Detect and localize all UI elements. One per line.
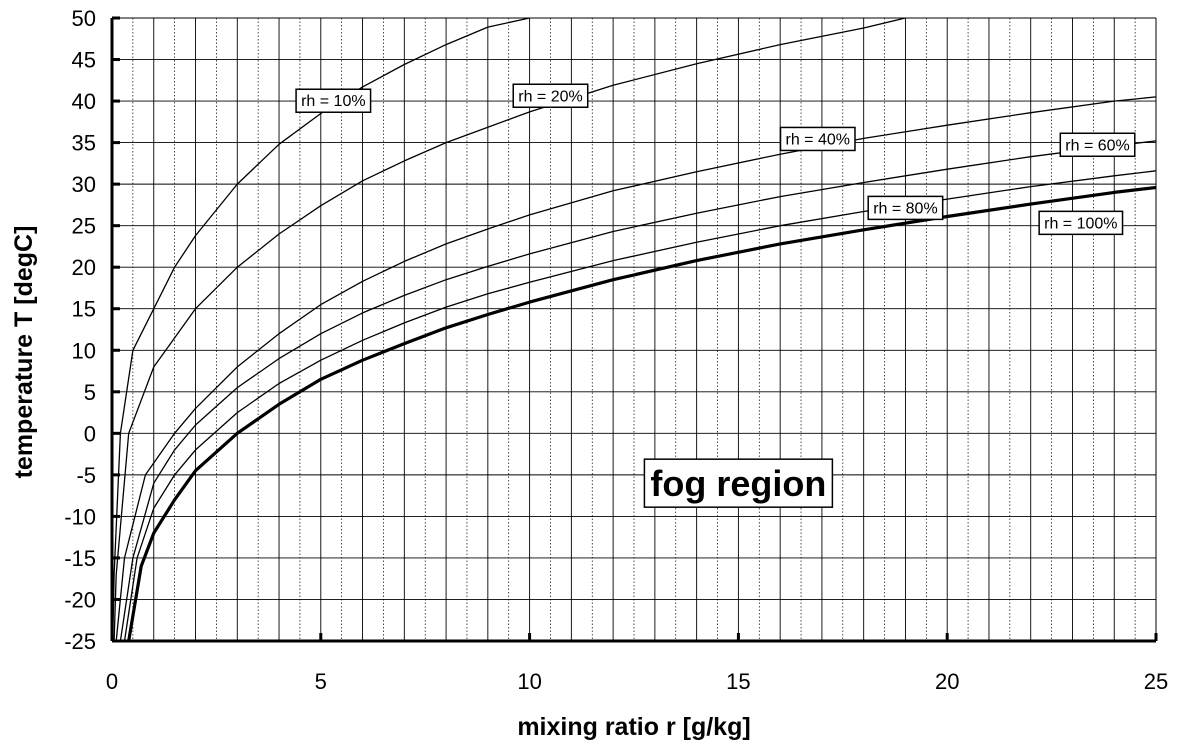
x-tick-label: 10 — [517, 669, 541, 694]
series-line-4 — [119, 140, 1156, 641]
x-tick-label: 25 — [1144, 669, 1168, 694]
series-labels: rh = 10% rh = 20% rh = 40% rh = 60% rh = 80%… — [295, 83, 1136, 236]
label-text: rh = 60% — [1065, 137, 1129, 154]
series-label-5: rh = 80% — [867, 195, 944, 221]
y-tick-labels: -25 -20 -15 -10 -5 0 5 10 15 20 25 30 35 40 45 50 — [64, 6, 96, 654]
y-tick-label: 5 — [84, 380, 96, 405]
x-tick-label: 20 — [935, 669, 959, 694]
y-tick-label: 40 — [72, 89, 96, 114]
x-tick-label: 5 — [315, 669, 327, 694]
x-tick-label: 0 — [106, 669, 118, 694]
label-box — [1059, 132, 1136, 158]
axes — [110, 16, 1158, 643]
annotation-box — [643, 458, 834, 508]
label-box — [295, 88, 372, 113]
series-label-6: rh = 100% — [1038, 210, 1124, 236]
fog-region-annotation: fog region — [643, 458, 834, 508]
annotation-text: fog region — [650, 463, 826, 504]
y-tick-label: 35 — [72, 131, 96, 156]
y-axis-title: temperature T [degC] — [10, 226, 38, 479]
y-tick-label: -5 — [76, 463, 96, 488]
annotation-layer: fog region — [643, 458, 834, 508]
label-text: rh = 80% — [873, 200, 937, 217]
y-tick-label: 15 — [72, 297, 96, 322]
y-tick-label: 50 — [72, 6, 96, 31]
x-axis-title: mixing ratio r [g/kg] — [517, 713, 750, 741]
y-tick-label: 10 — [72, 338, 96, 363]
series-line-6 — [127, 185, 1156, 641]
series-line-2 — [113, 18, 906, 641]
series-label-2: rh = 20% — [512, 83, 589, 109]
label-box — [779, 126, 856, 152]
y-tick-label: -20 — [64, 587, 96, 612]
label-text: rh = 10% — [301, 93, 365, 110]
y-tick-label: 30 — [72, 172, 96, 197]
y-tick-label: 0 — [84, 421, 96, 446]
y-tick-label: 45 — [72, 48, 96, 73]
label-text: rh = 100% — [1044, 215, 1117, 232]
y-tick-label: 25 — [72, 214, 96, 239]
label-box — [512, 83, 589, 109]
series-label-1: rh = 10% — [295, 88, 372, 113]
y-tick-label: -15 — [64, 546, 96, 571]
y-tick-label: -25 — [64, 629, 96, 654]
series-line-1 — [112, 18, 530, 641]
series-line-3 — [115, 96, 1156, 641]
series-label-3: rh = 40% — [779, 126, 856, 152]
x-tick-labels: 0 5 10 15 20 25 — [106, 669, 1168, 694]
label-box — [867, 195, 944, 221]
y-tick-label: -10 — [64, 504, 96, 529]
label-box — [1038, 210, 1124, 236]
label-text: rh = 20% — [518, 88, 582, 105]
series-label-4: rh = 60% — [1059, 132, 1136, 158]
label-text: rh = 40% — [786, 131, 850, 148]
series-layer — [112, 18, 1156, 641]
grid — [112, 18, 1156, 641]
x-tick-label: 15 — [726, 669, 750, 694]
y-tick-label: 20 — [72, 255, 96, 280]
